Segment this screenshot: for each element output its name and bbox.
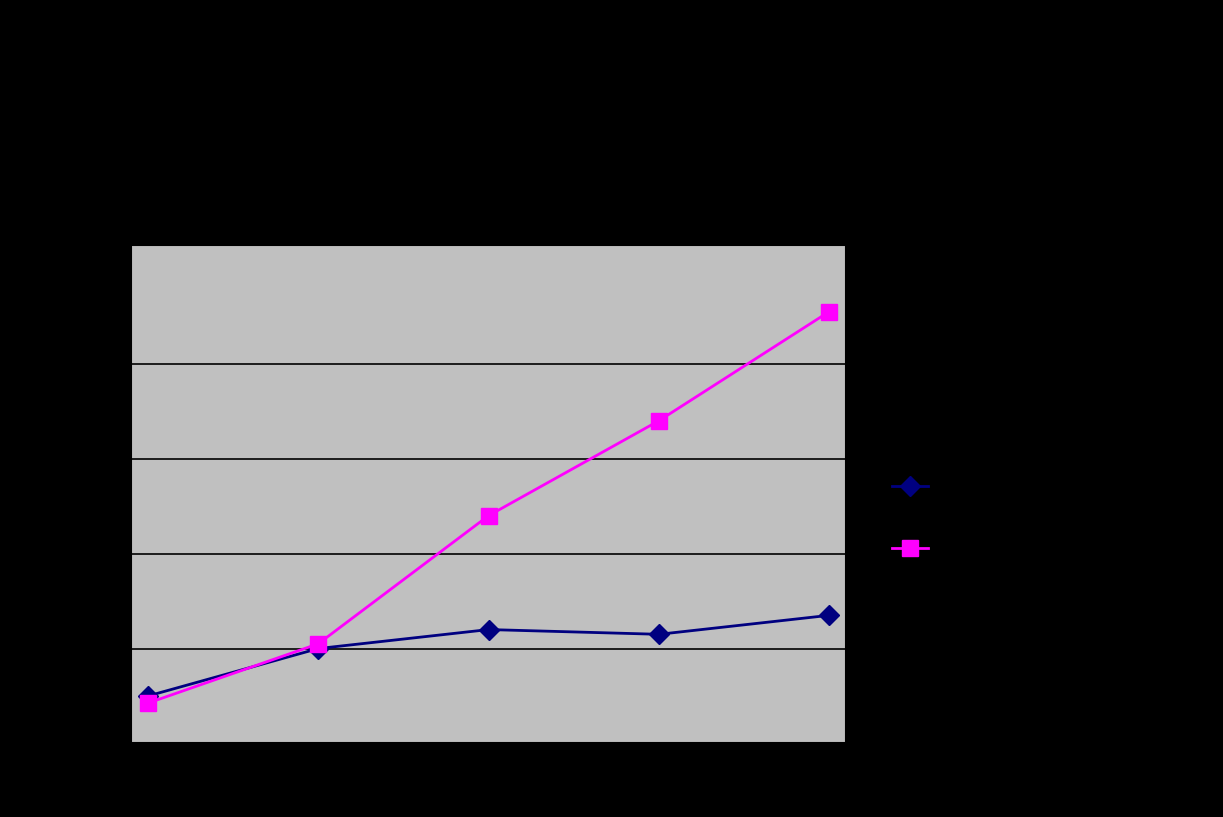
- Legend: , : ,: [883, 470, 950, 569]
